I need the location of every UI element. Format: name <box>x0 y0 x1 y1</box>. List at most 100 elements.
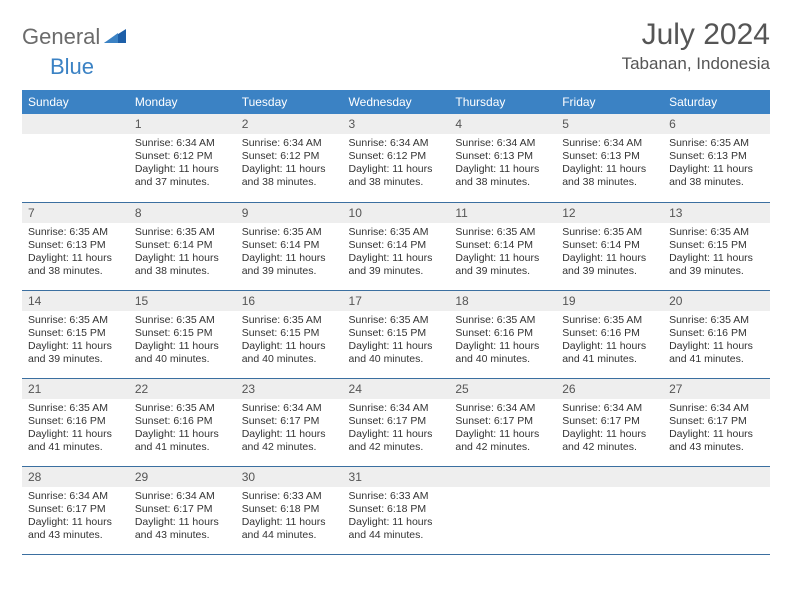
day-number: 5 <box>556 114 663 134</box>
day-details: Sunrise: 6:35 AMSunset: 6:16 PMDaylight:… <box>129 399 236 461</box>
daylight-line: Daylight: 11 hours and 37 minutes. <box>135 163 230 189</box>
day-number: 16 <box>236 291 343 311</box>
daylight-line: Daylight: 11 hours and 38 minutes. <box>242 163 337 189</box>
daylight-line: Daylight: 11 hours and 39 minutes. <box>242 252 337 278</box>
calendar-cell: 11Sunrise: 6:35 AMSunset: 6:14 PMDayligh… <box>449 202 556 290</box>
sunset-line: Sunset: 6:12 PM <box>242 150 337 163</box>
calendar-cell: 15Sunrise: 6:35 AMSunset: 6:15 PMDayligh… <box>129 290 236 378</box>
day-details: Sunrise: 6:34 AMSunset: 6:12 PMDaylight:… <box>129 134 236 196</box>
sunset-line: Sunset: 6:17 PM <box>242 415 337 428</box>
calendar-row: 7Sunrise: 6:35 AMSunset: 6:13 PMDaylight… <box>22 202 770 290</box>
calendar-cell: 28Sunrise: 6:34 AMSunset: 6:17 PMDayligh… <box>22 466 129 554</box>
calendar-cell: 16Sunrise: 6:35 AMSunset: 6:15 PMDayligh… <box>236 290 343 378</box>
calendar-cell: 29Sunrise: 6:34 AMSunset: 6:17 PMDayligh… <box>129 466 236 554</box>
sunrise-line: Sunrise: 6:35 AM <box>455 314 550 327</box>
daylight-line: Daylight: 11 hours and 42 minutes. <box>455 428 550 454</box>
calendar-row: 1Sunrise: 6:34 AMSunset: 6:12 PMDaylight… <box>22 114 770 202</box>
sunset-line: Sunset: 6:16 PM <box>669 327 764 340</box>
sunset-line: Sunset: 6:17 PM <box>455 415 550 428</box>
sunset-line: Sunset: 6:14 PM <box>562 239 657 252</box>
sunrise-line: Sunrise: 6:35 AM <box>669 314 764 327</box>
sunrise-line: Sunrise: 6:35 AM <box>28 402 123 415</box>
calendar-row: 21Sunrise: 6:35 AMSunset: 6:16 PMDayligh… <box>22 378 770 466</box>
day-details: Sunrise: 6:35 AMSunset: 6:15 PMDaylight:… <box>22 311 129 373</box>
daylight-line: Daylight: 11 hours and 40 minutes. <box>242 340 337 366</box>
day-details: Sunrise: 6:35 AMSunset: 6:15 PMDaylight:… <box>236 311 343 373</box>
sunset-line: Sunset: 6:14 PM <box>135 239 230 252</box>
daylight-line: Daylight: 11 hours and 40 minutes. <box>349 340 444 366</box>
sunrise-line: Sunrise: 6:35 AM <box>669 226 764 239</box>
location-subtitle: Tabanan, Indonesia <box>622 54 770 74</box>
cell-body-empty <box>22 134 129 194</box>
day-number: 3 <box>343 114 450 134</box>
sunset-line: Sunset: 6:13 PM <box>455 150 550 163</box>
sunrise-line: Sunrise: 6:34 AM <box>669 402 764 415</box>
day-number: 20 <box>663 291 770 311</box>
day-details: Sunrise: 6:35 AMSunset: 6:16 PMDaylight:… <box>556 311 663 373</box>
weekday-header: Friday <box>556 90 663 114</box>
day-number: 11 <box>449 203 556 223</box>
sunrise-line: Sunrise: 6:33 AM <box>349 490 444 503</box>
daylight-line: Daylight: 11 hours and 42 minutes. <box>562 428 657 454</box>
daylight-line: Daylight: 11 hours and 38 minutes. <box>455 163 550 189</box>
day-number: 21 <box>22 379 129 399</box>
sunset-line: Sunset: 6:18 PM <box>242 503 337 516</box>
sunrise-line: Sunrise: 6:35 AM <box>28 226 123 239</box>
calendar-cell: 1Sunrise: 6:34 AMSunset: 6:12 PMDaylight… <box>129 114 236 202</box>
weekday-header: Saturday <box>663 90 770 114</box>
calendar-cell: 14Sunrise: 6:35 AMSunset: 6:15 PMDayligh… <box>22 290 129 378</box>
day-number: 8 <box>129 203 236 223</box>
day-details: Sunrise: 6:34 AMSunset: 6:17 PMDaylight:… <box>236 399 343 461</box>
calendar-cell: 19Sunrise: 6:35 AMSunset: 6:16 PMDayligh… <box>556 290 663 378</box>
day-number: 28 <box>22 467 129 487</box>
daylight-line: Daylight: 11 hours and 39 minutes. <box>28 340 123 366</box>
page-title: July 2024 <box>622 18 770 52</box>
day-details: Sunrise: 6:35 AMSunset: 6:16 PMDaylight:… <box>449 311 556 373</box>
sunrise-line: Sunrise: 6:34 AM <box>349 402 444 415</box>
sunset-line: Sunset: 6:15 PM <box>135 327 230 340</box>
day-number: 27 <box>663 379 770 399</box>
sunset-line: Sunset: 6:17 PM <box>28 503 123 516</box>
daylight-line: Daylight: 11 hours and 39 minutes. <box>455 252 550 278</box>
sunrise-line: Sunrise: 6:34 AM <box>455 402 550 415</box>
calendar-cell: 9Sunrise: 6:35 AMSunset: 6:14 PMDaylight… <box>236 202 343 290</box>
sunrise-line: Sunrise: 6:35 AM <box>242 226 337 239</box>
sunrise-line: Sunrise: 6:35 AM <box>135 226 230 239</box>
calendar-cell-empty <box>449 466 556 554</box>
daylight-line: Daylight: 11 hours and 43 minutes. <box>669 428 764 454</box>
sunrise-line: Sunrise: 6:35 AM <box>135 314 230 327</box>
calendar-cell: 27Sunrise: 6:34 AMSunset: 6:17 PMDayligh… <box>663 378 770 466</box>
day-number: 17 <box>343 291 450 311</box>
calendar-cell: 12Sunrise: 6:35 AMSunset: 6:14 PMDayligh… <box>556 202 663 290</box>
cell-body-empty <box>449 487 556 547</box>
daylight-line: Daylight: 11 hours and 41 minutes. <box>135 428 230 454</box>
sunset-line: Sunset: 6:15 PM <box>669 239 764 252</box>
day-details: Sunrise: 6:35 AMSunset: 6:15 PMDaylight:… <box>663 223 770 285</box>
weekday-header: Wednesday <box>343 90 450 114</box>
sunset-line: Sunset: 6:16 PM <box>135 415 230 428</box>
daylight-line: Daylight: 11 hours and 44 minutes. <box>349 516 444 542</box>
daylight-line: Daylight: 11 hours and 41 minutes. <box>669 340 764 366</box>
daylight-line: Daylight: 11 hours and 39 minutes. <box>349 252 444 278</box>
calendar-row: 14Sunrise: 6:35 AMSunset: 6:15 PMDayligh… <box>22 290 770 378</box>
sunrise-line: Sunrise: 6:34 AM <box>28 490 123 503</box>
calendar-cell: 4Sunrise: 6:34 AMSunset: 6:13 PMDaylight… <box>449 114 556 202</box>
sunrise-line: Sunrise: 6:34 AM <box>135 137 230 150</box>
day-details: Sunrise: 6:35 AMSunset: 6:16 PMDaylight:… <box>22 399 129 461</box>
logo-text-general: General <box>22 24 100 50</box>
daylight-line: Daylight: 11 hours and 38 minutes. <box>669 163 764 189</box>
day-details: Sunrise: 6:34 AMSunset: 6:17 PMDaylight:… <box>556 399 663 461</box>
weekday-header: Tuesday <box>236 90 343 114</box>
sunset-line: Sunset: 6:18 PM <box>349 503 444 516</box>
day-number: 15 <box>129 291 236 311</box>
sunrise-line: Sunrise: 6:35 AM <box>28 314 123 327</box>
sunrise-line: Sunrise: 6:35 AM <box>562 314 657 327</box>
sunset-line: Sunset: 6:13 PM <box>28 239 123 252</box>
day-details: Sunrise: 6:34 AMSunset: 6:13 PMDaylight:… <box>449 134 556 196</box>
calendar-header: SundayMondayTuesdayWednesdayThursdayFrid… <box>22 90 770 114</box>
calendar-cell: 8Sunrise: 6:35 AMSunset: 6:14 PMDaylight… <box>129 202 236 290</box>
calendar-cell: 31Sunrise: 6:33 AMSunset: 6:18 PMDayligh… <box>343 466 450 554</box>
day-details: Sunrise: 6:35 AMSunset: 6:14 PMDaylight:… <box>449 223 556 285</box>
weekday-header: Monday <box>129 90 236 114</box>
calendar-table: SundayMondayTuesdayWednesdayThursdayFrid… <box>22 90 770 555</box>
